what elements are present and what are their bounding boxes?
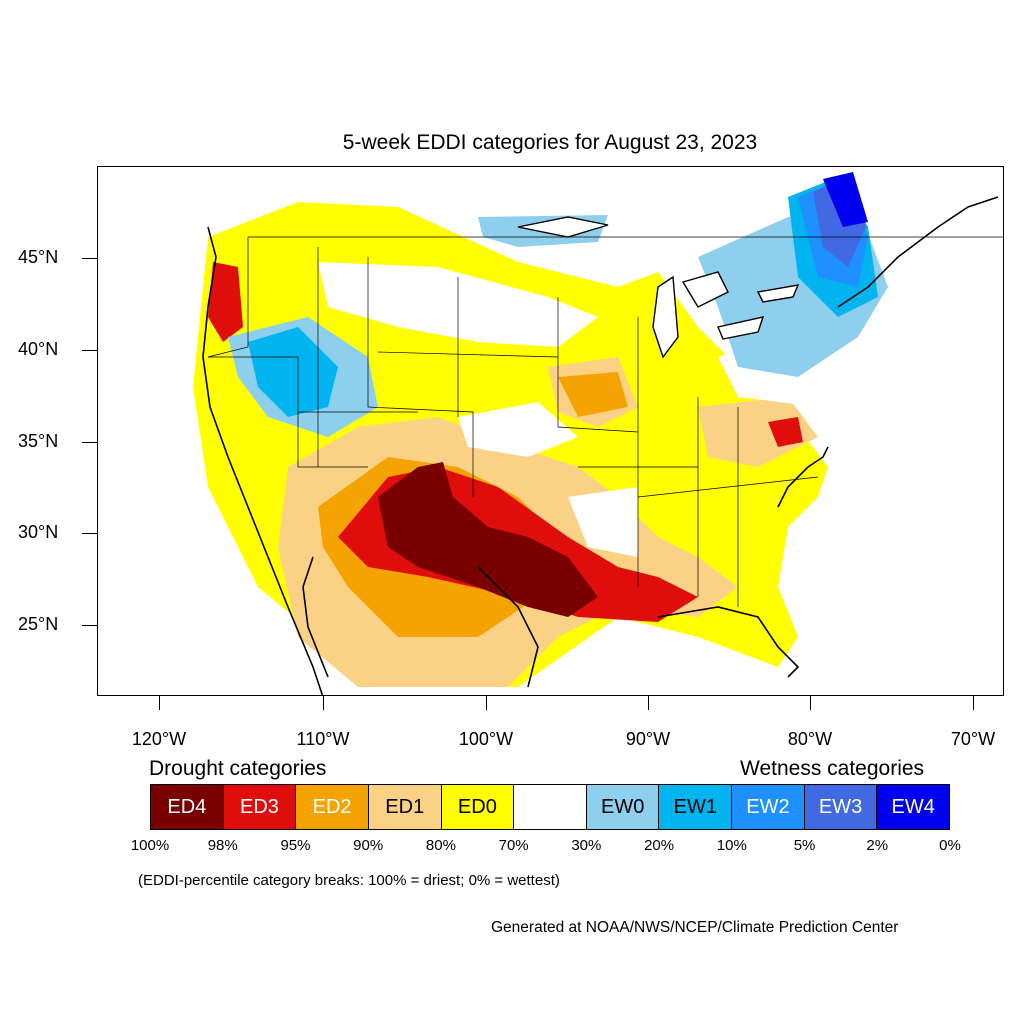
- legend-cell-neutral: [514, 785, 587, 829]
- legend-cell-ew2: EW2: [732, 785, 805, 829]
- drought-heading: Drought categories: [149, 757, 327, 780]
- region-ed3-va: [768, 417, 803, 447]
- legend-break-label: 98%: [207, 837, 238, 854]
- map-panel: [97, 166, 1004, 696]
- lon-tick-120: [159, 696, 160, 710]
- legend-cell-ed2: ED2: [296, 785, 369, 829]
- region-ed1-ohio: [698, 397, 818, 467]
- legend-break-label: 30%: [571, 837, 602, 854]
- lat-tick-30: [82, 533, 97, 534]
- legend-break-label: 95%: [280, 837, 311, 854]
- legend-break-label: 20%: [644, 837, 675, 854]
- legend-cell-ew4: EW4: [877, 785, 950, 829]
- legend-cell-ew3: EW3: [804, 785, 878, 829]
- legend-colorbar: ED4 ED3 ED2 ED1 ED0 EW0 EW1 EW2 EW3 EW4: [150, 784, 950, 830]
- legend-cell-ed1: ED1: [368, 785, 442, 829]
- lat-tick-40: [82, 350, 97, 351]
- great-lakes: [517, 216, 800, 359]
- legend-break-label: 100%: [130, 837, 170, 854]
- coastlines: [202, 196, 999, 695]
- lat-tick-35: [82, 442, 97, 443]
- lon-label-90: 90°W: [625, 729, 671, 749]
- region-ed3-oregon: [208, 262, 243, 342]
- wetness-heading: Wetness categories: [740, 757, 925, 780]
- lat-label-25: 25°N: [18, 614, 59, 634]
- region-ed4: [378, 462, 598, 617]
- legend-break-label: 90%: [353, 837, 384, 854]
- legend-break-label: 80%: [425, 837, 456, 854]
- lon-tick-90: [648, 696, 649, 710]
- lon-tick-110: [323, 696, 324, 710]
- legend-break-label: 10%: [716, 837, 747, 854]
- lon-label-110: 110°W: [296, 729, 350, 749]
- lon-label-120: 120°W: [131, 729, 187, 749]
- legend-cell-ed4: ED4: [151, 785, 224, 829]
- lon-label-80: 80°W: [787, 729, 833, 749]
- region-neutral-plains: [458, 402, 578, 457]
- lon-tick-100: [486, 696, 487, 710]
- region-ed2-mo: [558, 372, 628, 417]
- region-ew1-west: [248, 327, 338, 417]
- legend-break-label: 2%: [866, 837, 889, 854]
- legend-cell-ew1: EW1: [659, 785, 733, 829]
- legend-cell-ed3: ED3: [223, 785, 297, 829]
- lat-tick-25: [82, 625, 97, 626]
- lat-label-40: 40°N: [18, 339, 59, 359]
- lat-label-45: 45°N: [18, 247, 59, 267]
- legend-break-label: 0%: [939, 837, 961, 854]
- lat-label-35: 35°N: [18, 431, 59, 451]
- map-title: 5-week EDDI categories for August 23, 20…: [342, 131, 758, 154]
- eddi-map: [193, 172, 1003, 695]
- region-ew4-ne: [823, 172, 868, 227]
- state-borders: [207, 236, 1003, 607]
- legend-cell-ew0: EW0: [586, 785, 660, 829]
- lon-label-70: 70°W: [950, 729, 996, 749]
- region-neutral-south: [568, 487, 638, 557]
- legend-break-label: 70%: [498, 837, 529, 854]
- category-note: (EDDI-percentile category breaks: 100% =…: [138, 872, 560, 889]
- legend-cell-ed0: ED0: [441, 785, 515, 829]
- lon-tick-70: [973, 696, 974, 710]
- credit-text: Generated at NOAA/NWS/NCEP/Climate Predi…: [491, 919, 899, 936]
- lon-tick-80: [810, 696, 811, 710]
- lat-label-30: 30°N: [18, 522, 59, 542]
- legend-break-label: 5%: [793, 837, 816, 854]
- lat-tick-45: [82, 258, 97, 259]
- lon-label-100: 100°W: [458, 729, 514, 749]
